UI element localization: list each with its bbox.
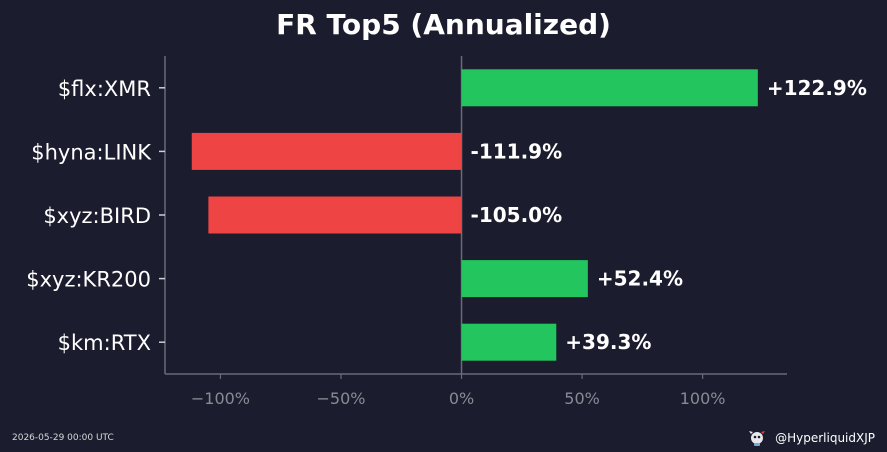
- data-label: +39.3%: [565, 330, 651, 354]
- bar: [208, 196, 462, 234]
- category-label: $km:RTX: [58, 331, 151, 355]
- category-label: $flx:XMR: [58, 77, 151, 101]
- category-label: $xyz:KR200: [26, 268, 151, 292]
- chart-labels: $flx:XMR +122.9% $hyna:LINK -111.9% $xyz:BIR…: [26, 76, 867, 355]
- x-tick-label: 50%: [564, 389, 600, 408]
- data-label: +52.4%: [597, 267, 683, 291]
- attribution: @HyperliquidXJP: [747, 428, 875, 448]
- x-tick-label: −100%: [191, 389, 250, 408]
- data-label: -105.0%: [471, 203, 563, 227]
- category-label: $xyz:BIRD: [43, 204, 151, 228]
- bar: [461, 323, 557, 361]
- timestamp: 2026-05-29 00:00 UTC: [12, 433, 114, 443]
- chart-bars: [191, 69, 758, 361]
- mascot-icon: [749, 431, 766, 446]
- x-tick-label: −50%: [317, 389, 366, 408]
- data-label: -111.9%: [471, 139, 563, 163]
- data-label: +122.9%: [767, 76, 867, 100]
- bar: [191, 132, 462, 170]
- x-tick-label: 0%: [449, 389, 474, 408]
- bar: [461, 69, 758, 107]
- chart-title: FR Top5 (Annualized): [276, 8, 611, 41]
- category-label: $hyna:LINK: [31, 140, 152, 164]
- attribution-handle: @HyperliquidXJP: [775, 431, 875, 445]
- x-tick-label: 100%: [680, 389, 726, 408]
- bar: [461, 260, 588, 298]
